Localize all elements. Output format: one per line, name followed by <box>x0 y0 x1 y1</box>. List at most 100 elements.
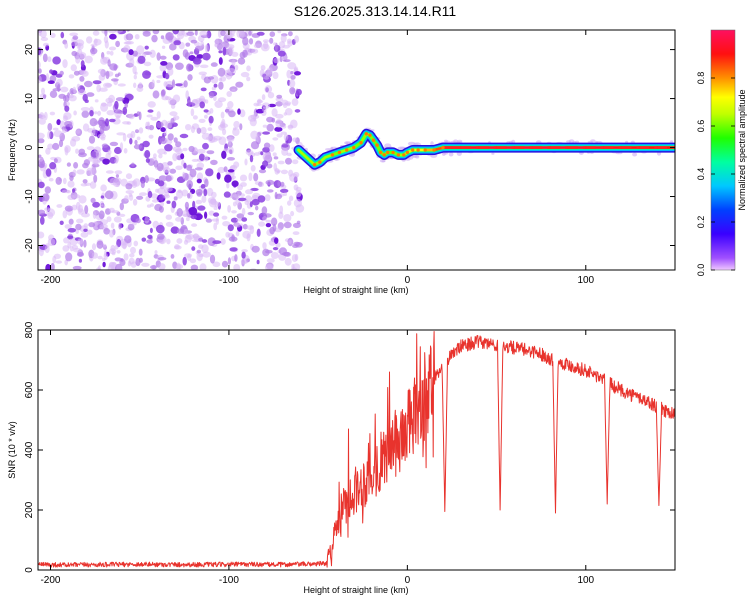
noise-blob <box>237 57 246 65</box>
noise-blob <box>210 191 217 199</box>
noise-blob <box>71 50 78 57</box>
noise-blob <box>239 123 243 131</box>
noise-blob <box>210 62 218 67</box>
noise-blob <box>283 214 292 222</box>
noise-blob <box>125 40 134 45</box>
noise-blob <box>90 197 96 204</box>
noise-blob <box>114 146 122 155</box>
noise-blob <box>202 142 209 150</box>
noise-blob <box>167 161 173 166</box>
noise-blob <box>62 210 68 219</box>
noise-blob <box>175 264 184 270</box>
noise-blob <box>228 30 236 35</box>
noise-blob <box>132 198 138 206</box>
noise-blob <box>247 211 254 216</box>
noise-blob <box>83 223 89 228</box>
noise-blob <box>294 35 300 43</box>
noise-blob <box>135 129 139 134</box>
noise-blob <box>40 37 49 42</box>
noise-blob <box>114 257 123 262</box>
noise-blob <box>190 264 199 270</box>
noise-blob <box>125 33 134 41</box>
noise-blob <box>78 258 82 263</box>
noise-blob <box>158 153 163 159</box>
noise-blob <box>161 95 169 101</box>
noise-blob <box>154 250 158 255</box>
noise-blob <box>169 43 177 51</box>
signal-peak-dot <box>330 153 335 157</box>
noise-blob <box>182 171 186 179</box>
noise-blob <box>240 182 247 187</box>
noise-blob <box>216 201 220 207</box>
noise-blob <box>287 62 297 70</box>
noise-blob <box>225 231 231 238</box>
noise-blob <box>116 239 122 248</box>
noise-blob <box>181 210 190 217</box>
noise-blob <box>248 38 254 45</box>
noise-blob <box>69 245 74 252</box>
noise-blob <box>163 81 168 88</box>
noise-blob <box>122 106 128 115</box>
noise-blob <box>98 210 105 220</box>
noise-blob <box>42 193 50 202</box>
noise-blob <box>75 39 85 47</box>
noise-blob <box>164 144 173 152</box>
noise-blob <box>117 83 126 87</box>
noise-blob <box>196 162 205 169</box>
noise-blob <box>160 201 164 207</box>
noise-blob <box>196 148 206 154</box>
noise-blob <box>199 101 205 109</box>
noise-blob <box>123 253 129 261</box>
noise-blob <box>190 214 197 220</box>
noise-blob <box>277 160 285 165</box>
noise-blob <box>187 74 193 81</box>
noise-blob <box>89 118 98 127</box>
noise-blob <box>133 144 142 150</box>
noise-blob <box>108 30 117 34</box>
noise-blob <box>173 137 178 143</box>
noise-blob <box>250 187 259 192</box>
signal-peak-dot <box>423 148 427 152</box>
noise-blob <box>196 172 204 181</box>
signal-peak-dot <box>396 153 401 157</box>
noise-blob <box>264 263 274 270</box>
noise-blob <box>164 187 169 194</box>
noise-blob <box>205 136 213 141</box>
noise-blob <box>167 67 174 76</box>
noise-blob <box>144 216 150 224</box>
noise-blob <box>79 76 85 82</box>
noise-blob <box>251 48 259 54</box>
noise-blob <box>152 30 160 35</box>
noise-blob <box>206 150 215 155</box>
noise-blob <box>52 127 59 131</box>
noise-blob <box>81 212 90 218</box>
noise-blob <box>242 36 249 46</box>
noise-blob <box>294 71 301 76</box>
noise-blob <box>169 111 178 117</box>
noise-blob <box>242 230 252 239</box>
noise-blob <box>109 50 114 56</box>
noise-blob <box>123 148 128 154</box>
noise-blob <box>86 146 95 151</box>
noise-blob <box>165 214 172 220</box>
noise-blob <box>270 217 278 226</box>
noise-blob <box>49 90 58 98</box>
noise-blob <box>200 87 207 92</box>
noise-blob <box>213 222 218 231</box>
noise-blob <box>265 179 275 186</box>
noise-blob <box>283 221 292 229</box>
noise-blob <box>134 71 138 75</box>
noise-blob <box>86 229 93 235</box>
noise-blob <box>69 175 74 182</box>
noise-blob <box>72 188 75 193</box>
noise-blob <box>116 132 126 136</box>
noise-blob <box>192 200 196 210</box>
spectrogram-frame <box>37 29 676 271</box>
noise-blob <box>124 195 129 202</box>
noise-blob <box>158 263 166 270</box>
noise-blob <box>105 83 113 87</box>
noise-blob <box>208 198 217 208</box>
noise-blob <box>92 211 97 219</box>
colorbar-ticks: 0.0 0.2 0.4 0.6 0.8 <box>696 72 735 276</box>
noise-blob <box>234 222 242 228</box>
